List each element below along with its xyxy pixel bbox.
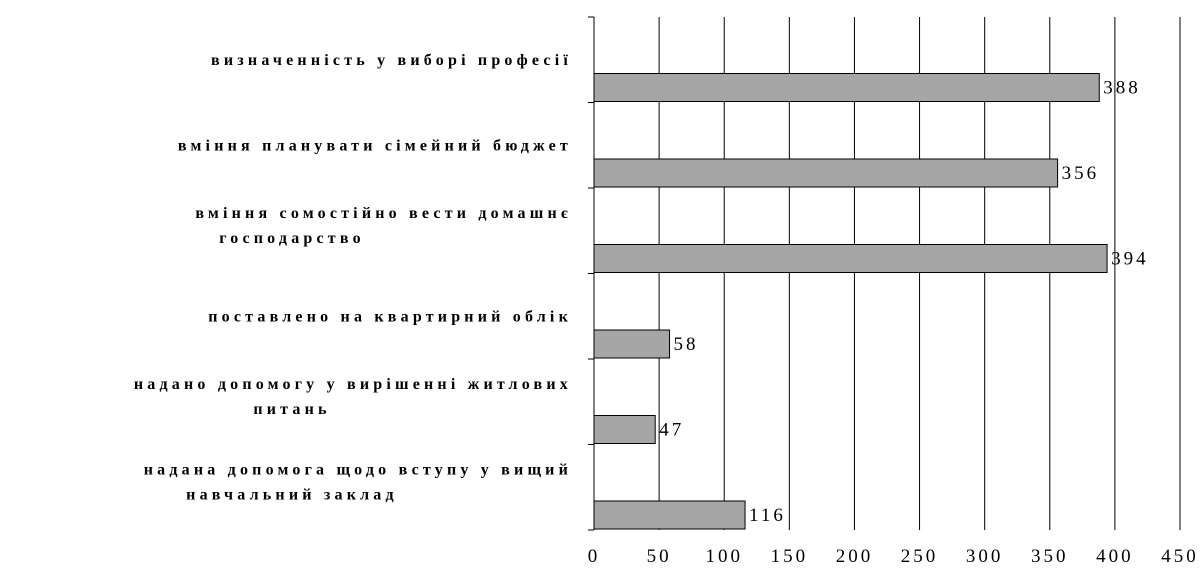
bar — [593, 500, 746, 530]
data-label: 58 — [674, 334, 699, 355]
x-tick-label: 400 — [1096, 546, 1134, 567]
bar — [593, 73, 1100, 102]
x-tick-label: 200 — [836, 546, 874, 567]
grid-lines — [658, 17, 1181, 530]
bar — [593, 415, 656, 444]
data-label: 356 — [1062, 163, 1100, 184]
data-label: 116 — [749, 505, 786, 526]
labels: 388 356 394 58 47 116 0 50 100 150 200 250 300 350 400… — [134, 52, 1199, 567]
category-label: надано допомогу у вирішенні житлових — [134, 376, 572, 393]
category-label: поставлено на квартирний облік — [208, 309, 572, 326]
x-tick-label: 450 — [1161, 546, 1199, 567]
category-label: господарство — [219, 230, 365, 247]
x-tick-label: 250 — [901, 546, 939, 567]
x-tick-label: 0 — [588, 546, 601, 567]
x-tick-label: 100 — [705, 546, 743, 567]
category-label: вміння планувати сімейний бюджет — [178, 138, 572, 155]
data-label: 47 — [659, 420, 684, 441]
axes — [588, 16, 595, 531]
category-label: надана допомога щодо вступу у вищий — [144, 462, 572, 479]
x-tick-label: 150 — [771, 546, 809, 567]
bar — [593, 329, 671, 359]
category-label: питань — [253, 401, 330, 418]
category-label: навчальний заклад — [186, 487, 398, 504]
bar — [593, 158, 1059, 188]
category-label: вміння сомостійно вести домашнє — [195, 205, 572, 222]
data-label: 394 — [1111, 249, 1149, 270]
x-tick-label: 350 — [1031, 546, 1069, 567]
data-label: 388 — [1103, 78, 1141, 99]
bars — [593, 73, 1108, 530]
x-tick-label: 300 — [966, 546, 1004, 567]
bar — [593, 244, 1108, 273]
category-label: визначенність у виборі професії — [211, 52, 572, 69]
x-tick-label: 50 — [647, 546, 672, 567]
